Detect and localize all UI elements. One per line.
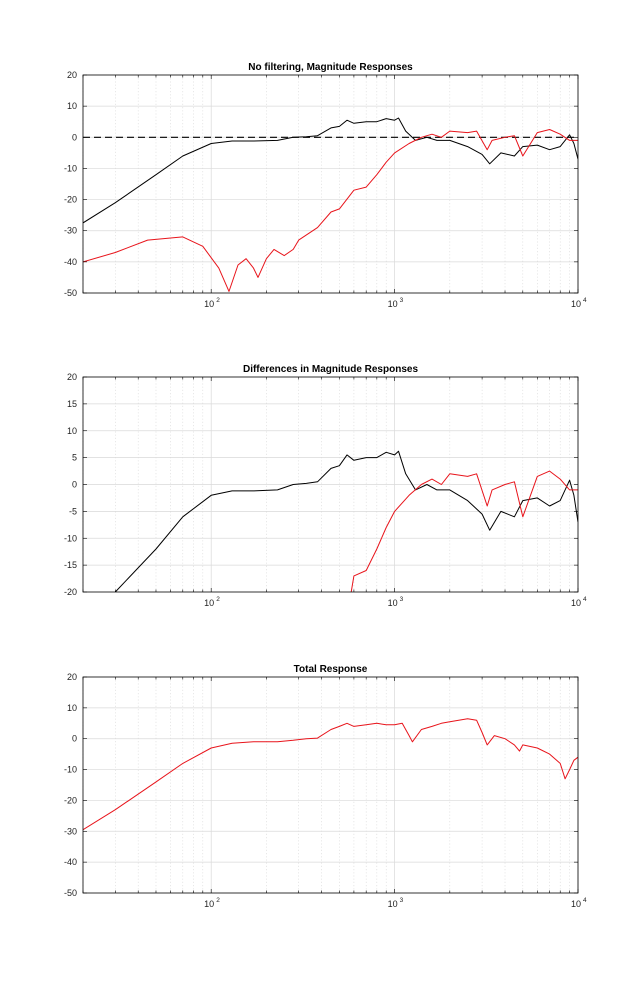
chart-title: Differences in Magnitude Responses — [243, 364, 418, 375]
series-line-red — [350, 470, 578, 592]
axes-box — [82, 74, 579, 294]
x-tick-label: 10 — [388, 299, 398, 309]
y-tick-label: 0 — [72, 480, 77, 490]
grid — [82, 75, 579, 293]
series-layer — [114, 450, 578, 592]
x-tick-labels: 10 2 10 3 10 4 — [204, 897, 587, 909]
x-tick-label: 10 — [571, 598, 581, 608]
y-tick-label: -40 — [64, 857, 77, 867]
series-line-black — [83, 117, 578, 224]
series-layer — [83, 718, 578, 831]
axes-box — [82, 676, 579, 894]
y-tick-label: -5 — [69, 506, 77, 516]
y-tick-label: -10 — [64, 765, 77, 775]
x-tick-label: 10 — [571, 899, 581, 909]
chart-title: Total Response — [294, 664, 368, 675]
x-tick-label-exponent: 2 — [216, 897, 220, 904]
y-tick-labels: -20 -15 -10 -5 0 5 10 15 20 — [64, 372, 77, 597]
x-tick-label-exponent: 2 — [216, 297, 220, 304]
x-tick-label-exponent: 2 — [216, 596, 220, 603]
grid — [82, 677, 579, 893]
y-tick-label: -30 — [64, 226, 77, 236]
x-tick-label-exponent: 3 — [400, 897, 404, 904]
x-tick-labels: 10 2 10 3 10 4 — [204, 596, 587, 608]
y-tick-label: 20 — [67, 372, 77, 382]
y-tick-label: -10 — [64, 163, 77, 173]
x-tick-label-exponent: 4 — [583, 596, 587, 603]
x-tick-label: 10 — [388, 598, 398, 608]
chart-title: No filtering, Magnitude Responses — [248, 62, 413, 73]
y-tick-label: 0 — [72, 132, 77, 142]
series-layer — [83, 117, 578, 292]
grid — [82, 377, 579, 592]
series-line-red — [83, 129, 578, 292]
y-tick-label: 20 — [67, 672, 77, 682]
y-tick-label: -10 — [64, 533, 77, 543]
y-tick-label: 10 — [67, 703, 77, 713]
y-tick-label: -20 — [64, 587, 77, 597]
y-tick-label: -30 — [64, 826, 77, 836]
x-tick-label-exponent: 4 — [583, 297, 587, 304]
y-tick-label: -15 — [64, 560, 77, 570]
series-line-black — [114, 450, 578, 592]
y-tick-label: -50 — [64, 288, 77, 298]
y-tick-labels: -50 -40 -30 -20 -10 0 10 20 — [64, 672, 77, 898]
x-tick-label-exponent: 3 — [400, 596, 404, 603]
y-tick-label: 20 — [67, 70, 77, 80]
x-tick-label: 10 — [204, 899, 214, 909]
y-tick-label: 0 — [72, 734, 77, 744]
y-tick-label: 10 — [67, 101, 77, 111]
x-tick-label: 10 — [204, 299, 214, 309]
y-tick-labels: -50 -40 -30 -20 -10 0 10 20 — [64, 70, 77, 298]
x-tick-labels: 10 2 10 3 10 4 — [204, 297, 587, 309]
x-tick-label-exponent: 4 — [583, 897, 587, 904]
y-tick-label: -50 — [64, 888, 77, 898]
tick-marks — [82, 676, 579, 894]
tick-marks — [82, 376, 579, 593]
x-tick-label: 10 — [571, 299, 581, 309]
x-tick-label-exponent: 3 — [400, 297, 404, 304]
y-tick-label: 15 — [67, 399, 77, 409]
series-line-red — [83, 718, 578, 831]
tick-marks — [82, 74, 579, 294]
x-tick-label: 10 — [388, 899, 398, 909]
y-tick-label: -20 — [64, 195, 77, 205]
y-tick-label: -20 — [64, 795, 77, 805]
x-tick-label: 10 — [204, 598, 214, 608]
y-tick-label: -40 — [64, 257, 77, 267]
y-tick-label: 5 — [72, 453, 77, 463]
y-tick-label: 10 — [67, 426, 77, 436]
